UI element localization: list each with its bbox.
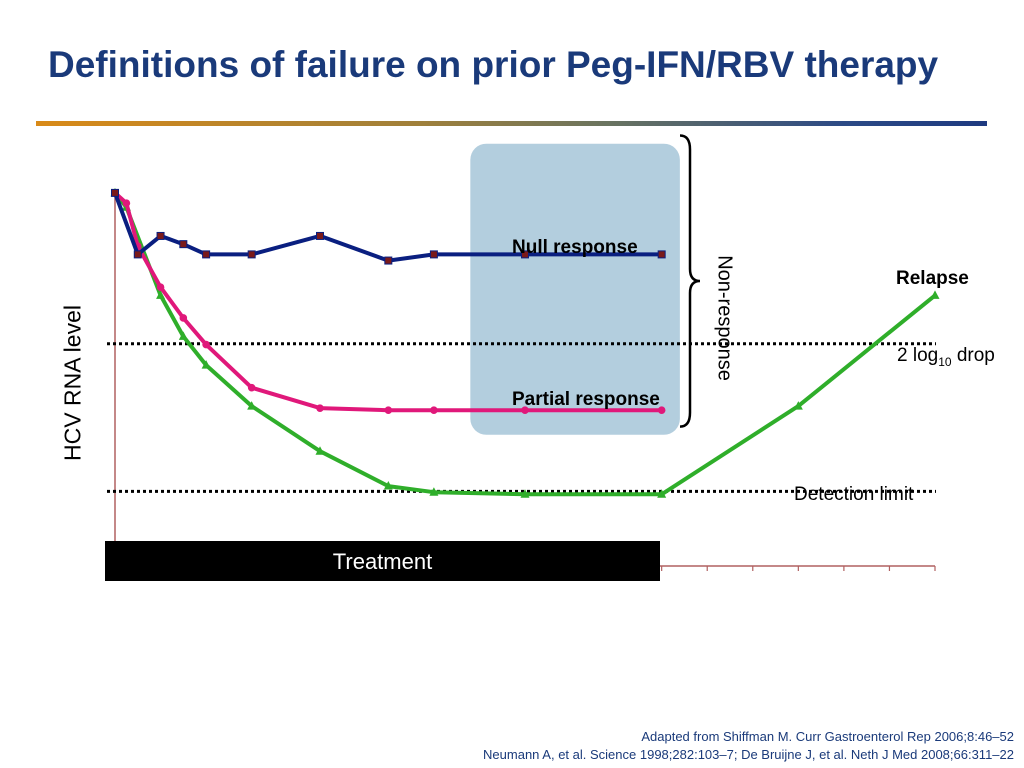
series-layer: [110, 187, 940, 498]
relapse-point: [930, 290, 940, 299]
partial-response-point: [384, 406, 393, 415]
relapse-point: [247, 401, 257, 410]
null-response-point: [202, 250, 211, 259]
relapse-point: [156, 290, 166, 299]
partial-response-point: [202, 340, 210, 349]
non-response-brace: [679, 134, 701, 428]
relapse-point: [520, 489, 530, 498]
title-underline: [36, 121, 987, 126]
log-drop-label: 2 log10 drop: [897, 345, 995, 369]
null-response-point: [657, 250, 666, 259]
null-response-point: [429, 250, 438, 259]
relapse-point: [793, 401, 803, 410]
relapse-point: [383, 481, 393, 490]
null-response-point: [384, 256, 393, 265]
citation-line-2: Neumann A, et al. Science 1998;282:103–7…: [483, 747, 1014, 762]
citation-line-1: Adapted from Shiffman M. Curr Gastroente…: [641, 729, 1014, 744]
null-response-point: [521, 250, 529, 259]
null-response-point: [133, 250, 142, 259]
relapse-point: [315, 446, 325, 455]
partial-response-point: [122, 199, 131, 207]
partial-response-point: [521, 406, 529, 415]
x-axis-ticks: [661, 566, 936, 571]
relapse-point: [429, 487, 439, 496]
null-response-label: Null response: [512, 237, 638, 258]
partial-response-series-line: [113, 191, 662, 413]
non-response-label: Non-response: [713, 255, 736, 381]
relapse-point: [178, 331, 188, 340]
null-response-point: [156, 231, 165, 240]
null-response-point: [316, 231, 324, 240]
null-response-point: [247, 250, 256, 259]
treatment-label: Treatment: [332, 549, 433, 574]
y-axis-label: HCV RNA level: [59, 305, 86, 461]
null-response-point: [179, 240, 188, 249]
partial-response-point: [247, 383, 256, 392]
partial-response-point: [156, 283, 165, 292]
non-response-highlight-box: [470, 143, 680, 435]
partial-response-label: Partial response: [512, 389, 660, 410]
treatment-period-bar: Treatment: [105, 541, 660, 581]
partial-response-point: [657, 406, 666, 415]
citations: Adapted from Shiffman M. Curr Gastroente…: [483, 728, 1014, 764]
partial-response-point: [316, 404, 324, 412]
relapse-label: Relapse: [896, 268, 969, 289]
partial-response-point: [430, 406, 438, 415]
relapse-point: [657, 489, 667, 498]
detection-limit-label: Detection limit: [794, 484, 914, 505]
relapse-point: [201, 360, 211, 369]
null-response-point: [111, 188, 119, 197]
slide-title: Definitions of failure on prior Peg-IFN/…: [48, 44, 939, 85]
partial-response-point: [179, 314, 188, 322]
